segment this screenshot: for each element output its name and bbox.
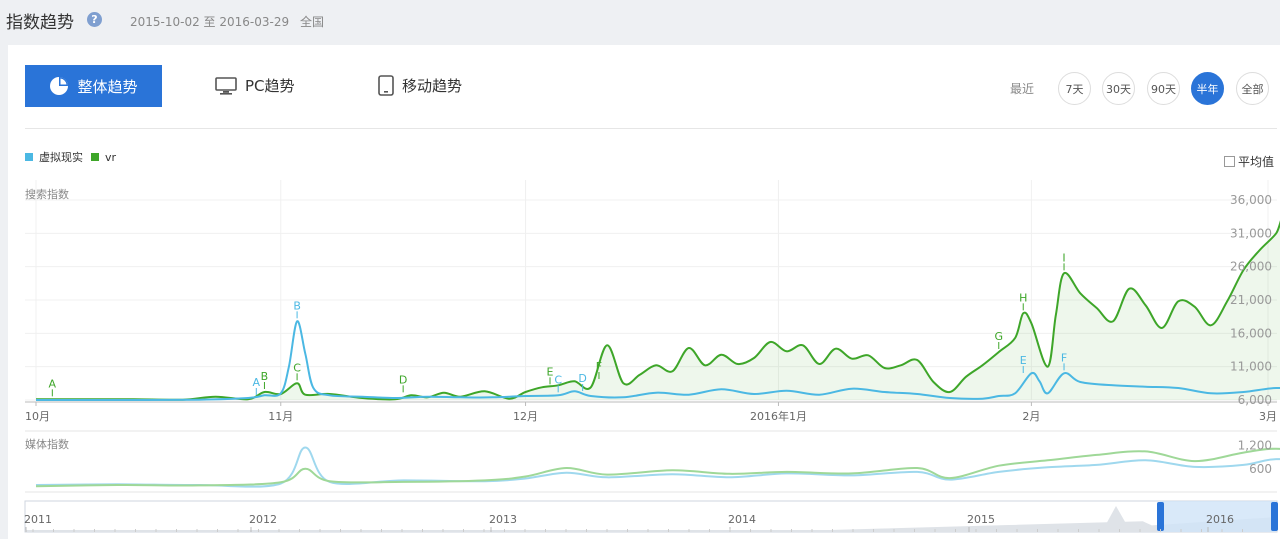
- question-icon[interactable]: ?: [87, 12, 102, 27]
- range-7-days-button[interactable]: 7天: [1058, 72, 1091, 105]
- timeline-year-label: 2011: [24, 513, 52, 526]
- timeline-year-label: 2016: [1206, 513, 1234, 526]
- date-range: 2015-10-02 至 2016-03-29: [130, 15, 290, 29]
- media-index-title: 媒体指数: [25, 438, 69, 451]
- tab-pc-trend[interactable]: PC趋势: [215, 75, 295, 96]
- annotation-b: B: [261, 370, 269, 383]
- legend-swatch-virtual-reality: [25, 153, 33, 161]
- annotation-d: D: [399, 373, 407, 386]
- average-toggle[interactable]: 平均值: [1224, 153, 1274, 170]
- annotation-i: I: [1062, 251, 1065, 264]
- timeline-year-label: 2014: [728, 513, 756, 526]
- pie-chart-icon: [50, 77, 69, 95]
- legend-item-vr[interactable]: vr: [105, 150, 117, 164]
- annotation-g: G: [994, 330, 1003, 343]
- timeline-year-label: 2012: [249, 513, 277, 526]
- media-y-tick-label: 1,200: [1238, 439, 1272, 453]
- range-all-button[interactable]: 全部: [1236, 72, 1269, 105]
- y-tick-label: 6,000: [1238, 393, 1272, 407]
- y-tick-label: 11,000: [1230, 360, 1272, 374]
- range-90-days-button[interactable]: 90天: [1147, 72, 1180, 105]
- y-tick-label: 26,000: [1230, 260, 1272, 274]
- page-header: 指数趋势 ? 2015-10-02 至 2016-03-29 全国: [0, 0, 1280, 42]
- y-tick-label: 36,000: [1230, 193, 1272, 207]
- page-title: 指数趋势: [6, 13, 74, 33]
- tab-overall-label: 整体趋势: [77, 77, 138, 96]
- region-label: 全国: [300, 15, 325, 29]
- x-tick-label: 2016年1月: [750, 409, 807, 423]
- timeline-right-handle: [1271, 502, 1278, 531]
- tab-mobile-trend[interactable]: 移动趋势: [378, 75, 462, 96]
- range-label: 最近: [1010, 82, 1035, 96]
- average-checkbox[interactable]: [1224, 156, 1235, 167]
- timeline-mini-area: [25, 506, 1277, 532]
- annotation-e: E: [547, 365, 554, 378]
- trend-card: [8, 45, 1280, 539]
- annotation-h: H: [1019, 291, 1027, 304]
- annotation-a: A: [253, 376, 261, 389]
- vr-area: [36, 223, 1280, 400]
- x-tick-label: 10月: [25, 410, 50, 423]
- x-tick-label: 2月: [1022, 410, 1040, 423]
- mobile-icon: [378, 75, 394, 96]
- tab-pc-label: PC趋势: [245, 77, 295, 95]
- y-tick-label: 16,000: [1230, 326, 1272, 340]
- divider: [25, 128, 1277, 129]
- average-label: 平均值: [1238, 155, 1275, 169]
- timeline-selection: [1160, 501, 1275, 532]
- range-30-days-button[interactable]: 30天: [1102, 72, 1135, 105]
- monitor-icon: [215, 76, 237, 95]
- legend-item-virtual-reality[interactable]: 虚拟现实: [39, 151, 83, 164]
- x-tick-label: 12月: [513, 410, 538, 423]
- annotation-c: C: [554, 373, 562, 386]
- virtual-reality-series-line: [35, 320, 1280, 402]
- annotation-d: D: [578, 372, 586, 385]
- timeline-year-label: 2015: [967, 513, 995, 526]
- y-tick-label: 31,000: [1230, 226, 1272, 240]
- annotation-a: A: [49, 377, 57, 390]
- range-half-year-button[interactable]: 半年: [1191, 72, 1224, 105]
- media-vr-line: [35, 447, 1280, 488]
- timeline-left-handle: [1157, 502, 1164, 531]
- annotation-e: E: [1020, 354, 1027, 367]
- media-virtual-reality-line: [35, 446, 1280, 488]
- legend-swatch-vr: [91, 153, 99, 161]
- tab-mobile-label: 移动趋势: [402, 77, 463, 95]
- x-tick-label: 11月: [268, 410, 293, 423]
- annotation-f: F: [1061, 351, 1067, 364]
- annotation-c: C: [293, 361, 301, 374]
- y-tick-label: 21,000: [1230, 293, 1272, 307]
- x-tick-label: 3月: [1259, 410, 1277, 423]
- timeline-year-label: 2013: [489, 513, 517, 526]
- annotation-b: B: [293, 299, 301, 312]
- chart-legend: 虚拟现实 vr: [25, 149, 116, 165]
- annotation-f: F: [596, 360, 602, 373]
- tab-overall-trend[interactable]: 整体趋势: [25, 65, 162, 107]
- media-y-tick-label: 600: [1249, 462, 1272, 476]
